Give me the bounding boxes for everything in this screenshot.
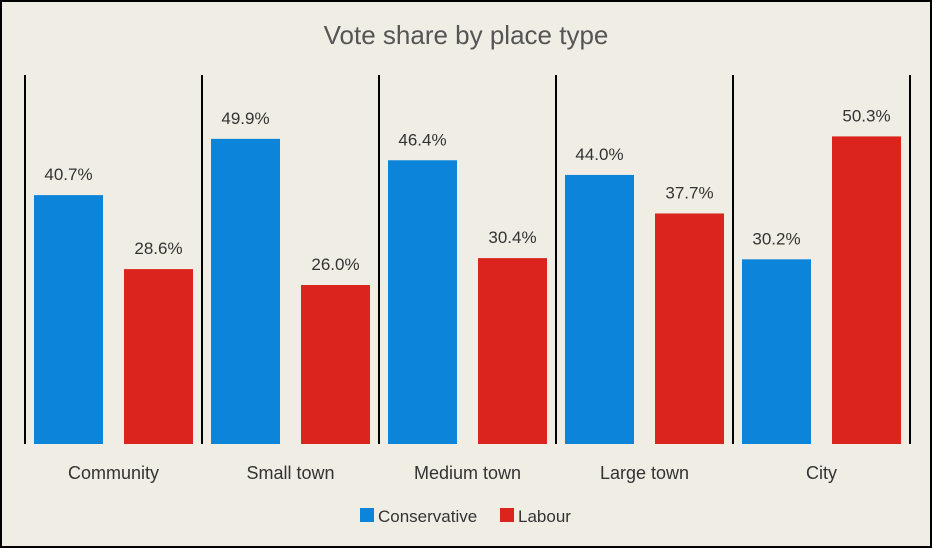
data-label-conservative: 30.2% <box>752 229 800 248</box>
category-label: Medium town <box>414 463 521 483</box>
legend-swatch-labour <box>500 508 514 522</box>
data-label-conservative: 44.0% <box>575 145 623 164</box>
bar-labour <box>832 136 901 444</box>
bar-labour <box>655 213 724 444</box>
bars-group: 40.7% 28.6% Community 49.9% 26.0% Small town 4… <box>24 75 911 483</box>
data-label-labour: 28.6% <box>134 239 182 258</box>
bar-labour <box>478 258 547 444</box>
legend-label-conservative: Conservative <box>378 507 477 526</box>
data-label-conservative: 40.7% <box>44 165 92 184</box>
category-label: Community <box>68 463 159 483</box>
bar-conservative <box>742 259 811 444</box>
bar-labour <box>301 285 370 444</box>
data-label-conservative: 49.9% <box>221 109 269 128</box>
data-label-conservative: 46.4% <box>398 130 446 149</box>
legend-label-labour: Labour <box>518 507 571 526</box>
category-label: Large town <box>600 463 689 483</box>
data-label-labour: 26.0% <box>311 255 359 274</box>
bar-conservative <box>565 174 634 444</box>
category-label: Small town <box>246 463 334 483</box>
bar-conservative <box>388 160 457 444</box>
bar-labour <box>124 269 193 444</box>
legend: Conservative Labour <box>360 507 571 526</box>
bar-conservative <box>211 138 280 444</box>
category-label: City <box>806 463 837 483</box>
data-label-labour: 30.4% <box>488 228 536 247</box>
legend-swatch-conservative <box>360 508 374 522</box>
chart-title: Vote share by place type <box>324 20 609 50</box>
data-label-labour: 37.7% <box>665 183 713 202</box>
bar-conservative <box>34 195 103 444</box>
data-label-labour: 50.3% <box>842 106 890 125</box>
